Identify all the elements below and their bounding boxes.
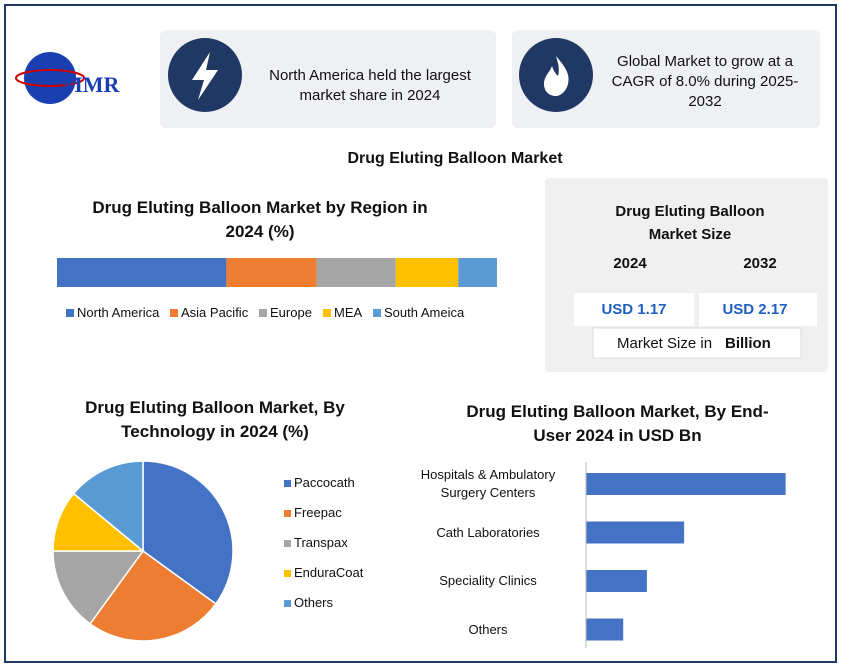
frame <box>4 4 837 663</box>
pie-slice <box>52 550 145 625</box>
category-label: Others <box>468 621 508 637</box>
logo-text: MMR <box>62 72 120 97</box>
category-label: Cath Laboratories <box>436 524 540 540</box>
legend-swatch <box>66 309 74 317</box>
chart-title: Drug Eluting Balloon Market by Region in… <box>92 198 428 241</box>
logo-globe <box>24 52 76 104</box>
value-box <box>574 293 694 326</box>
year: 2024 <box>613 255 647 272</box>
unit-label: Market Size in <box>617 335 713 352</box>
bar <box>586 570 647 592</box>
value-box <box>699 293 817 326</box>
legend-label: Freepac <box>294 505 342 520</box>
legend-label: Paccocath <box>294 475 355 490</box>
legend-label: Europe <box>270 305 312 320</box>
category-label: Hospitals & Ambulatory Surgery Centers <box>420 467 556 500</box>
legend-swatch <box>284 510 291 517</box>
legend-label: Asia Pacific <box>181 305 249 320</box>
legend-label: Others <box>294 595 334 610</box>
bar-segment <box>226 258 317 287</box>
bar-segment <box>458 258 497 287</box>
legend-swatch <box>284 540 291 547</box>
pie-slice <box>89 549 217 642</box>
size-value: USD 2.17 <box>722 301 788 318</box>
bar-segment <box>57 258 227 287</box>
unit: Billion <box>725 335 771 352</box>
year: 2032 <box>743 255 777 272</box>
bolt-icon <box>192 52 218 100</box>
legend-label: Transpax <box>294 535 348 550</box>
legend-label: MEA <box>334 305 363 320</box>
legend-swatch <box>170 309 178 317</box>
pie-slice <box>142 460 234 605</box>
legend-label: South Ameica <box>384 305 465 320</box>
bar <box>586 618 624 641</box>
card <box>512 30 820 128</box>
pie-slice <box>72 460 144 553</box>
card-text: North America held the largest market sh… <box>269 67 471 104</box>
main-title: Drug Eluting Balloon Market <box>347 150 563 167</box>
size-value: USD 1.17 <box>601 301 667 318</box>
legend-label: EnduraCoat <box>294 565 364 580</box>
legend-swatch <box>284 600 291 607</box>
unit-box <box>592 327 802 359</box>
legend-swatch <box>323 309 331 317</box>
bar <box>586 473 786 495</box>
flame-icon <box>544 56 569 96</box>
card <box>160 30 496 128</box>
logo-orbit <box>15 69 85 87</box>
card-title: Drug Eluting Balloon Market Size <box>615 203 765 243</box>
bar-segment <box>395 258 459 287</box>
chart-title: Drug Eluting Balloon Market, By Technolo… <box>85 398 345 441</box>
card-text: Global Market to grow at a CAGR of 8.0% … <box>611 53 799 110</box>
category-label: Speciality Clinics <box>439 573 537 588</box>
legend-swatch <box>259 309 267 317</box>
bar <box>586 521 685 544</box>
legend-swatch <box>284 480 291 487</box>
legend-swatch <box>284 570 291 577</box>
chart-title: Drug Eluting Balloon Market, By End-User… <box>466 402 769 445</box>
legend-label: North America <box>77 305 160 320</box>
bar-segment <box>316 258 396 287</box>
legend-swatch <box>373 309 381 317</box>
